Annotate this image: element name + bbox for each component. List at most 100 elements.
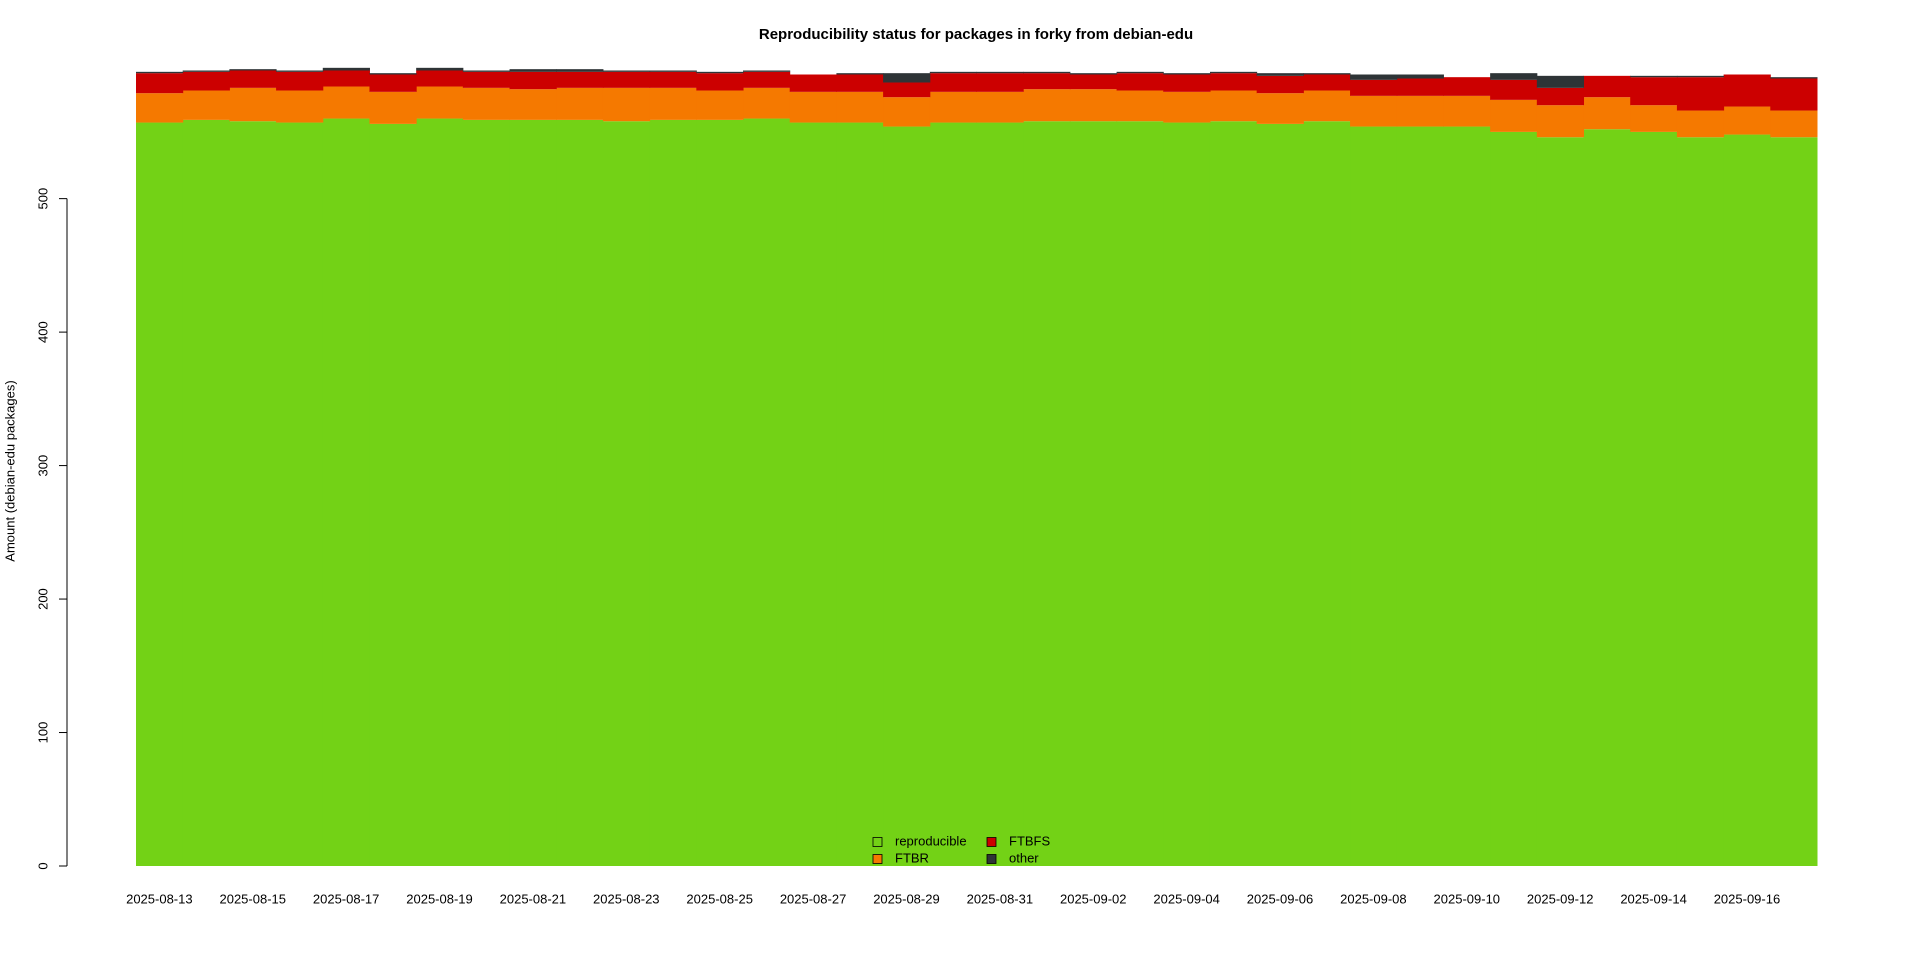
legend-label: FTBFS <box>1009 833 1050 848</box>
bar-segment <box>556 119 604 866</box>
bar-segment <box>416 70 464 87</box>
bar-segment <box>322 118 370 866</box>
bar-segment <box>1583 97 1631 130</box>
bar-segment <box>743 87 791 119</box>
bar-segment <box>602 87 651 122</box>
bar-segment <box>696 90 744 120</box>
x-tick-label: 2025-09-02 <box>1060 891 1127 906</box>
bar-segment <box>1443 77 1491 96</box>
bar-segment <box>462 119 511 866</box>
bar-segment <box>976 122 1024 867</box>
bar-segment <box>649 71 697 88</box>
bar-segment <box>322 70 370 87</box>
bar-segment <box>1303 73 1351 75</box>
bar-segment <box>743 118 791 866</box>
x-tick-label: 2025-08-29 <box>873 891 940 906</box>
bar-segment <box>1490 79 1538 100</box>
bar-segment <box>556 71 604 88</box>
x-tick-label: 2025-09-06 <box>1247 891 1314 906</box>
bar-segment <box>929 71 977 74</box>
bar-segment <box>1023 121 1071 867</box>
bar-segment <box>1116 73 1164 91</box>
bar-segment <box>836 122 884 867</box>
bar-segment <box>322 67 370 71</box>
bar-segment <box>789 91 837 123</box>
bar-segment <box>509 69 557 72</box>
bar-segment <box>1256 75 1304 94</box>
bar-segment <box>1770 77 1818 79</box>
bar-segment <box>1209 90 1258 122</box>
bar-segment <box>602 70 651 72</box>
bar-segment <box>696 73 744 91</box>
bar-segment <box>789 74 837 92</box>
bar-segment <box>1723 106 1771 135</box>
bar-segment <box>369 123 417 866</box>
x-tick-label: 2025-09-14 <box>1620 891 1687 906</box>
y-tick-label: 200 <box>35 588 50 610</box>
bar-segment <box>976 91 1024 123</box>
bar-segment <box>1676 75 1725 78</box>
bar-segment <box>1723 74 1771 107</box>
bar-segment <box>136 122 184 867</box>
bar-segment <box>1583 129 1631 866</box>
bar-segment <box>883 82 931 98</box>
bar-segment <box>1536 137 1585 866</box>
chart-title: Reproducibility status for packages in f… <box>759 26 1193 43</box>
bar-segment <box>1350 79 1398 96</box>
bar-segment <box>649 70 697 72</box>
bar-segment <box>602 71 651 88</box>
x-tick-label: 2025-09-10 <box>1434 891 1501 906</box>
bar-segment <box>416 118 464 866</box>
bar-segment <box>276 70 324 72</box>
bar-segment <box>369 91 417 124</box>
bar-segment <box>1163 73 1211 75</box>
bar-segment <box>1676 137 1725 866</box>
bar-segment <box>1536 75 1585 88</box>
bar-segment <box>182 90 230 120</box>
bar-segment <box>696 71 744 74</box>
bar-segment <box>1443 95 1491 127</box>
bar-segment <box>276 90 324 123</box>
bar-segment <box>1116 121 1164 867</box>
bar-segment <box>462 87 511 120</box>
x-tick-label: 2025-08-15 <box>219 891 286 906</box>
bar-segment <box>836 91 884 123</box>
bar-segment <box>1069 121 1118 867</box>
bar-segment <box>229 70 277 88</box>
bar-segment <box>182 71 230 91</box>
bar-segment <box>1023 89 1071 122</box>
bar-segment <box>322 86 370 119</box>
bar-segment <box>1396 78 1444 96</box>
bar-segment <box>1209 121 1258 867</box>
bar-segment <box>136 73 184 94</box>
bar-segment <box>929 73 977 92</box>
bar-segment <box>509 89 557 120</box>
x-tick-label: 2025-08-31 <box>967 891 1034 906</box>
bar-segment <box>1116 71 1164 74</box>
bar-segment <box>929 122 977 867</box>
bar-segment <box>1256 123 1304 866</box>
bar-segment <box>1676 110 1725 138</box>
bar-segment <box>976 71 1024 74</box>
bar-segment <box>1163 74 1211 92</box>
bar-segment <box>1630 105 1678 132</box>
x-tick-label: 2025-09-12 <box>1527 891 1594 906</box>
bar-segment <box>743 70 791 72</box>
bar-segment <box>1350 126 1398 867</box>
bar-segment <box>1069 74 1118 90</box>
x-tick-label: 2025-08-21 <box>500 891 567 906</box>
bar-segment <box>1490 73 1538 80</box>
bar-segment <box>1676 77 1725 111</box>
bar-segment <box>1630 131 1678 866</box>
bar-segment <box>883 126 931 867</box>
bar-segment <box>369 73 417 75</box>
bar-segment <box>1770 110 1818 138</box>
legend-label: other <box>1009 850 1039 865</box>
x-tick-label: 2025-08-27 <box>780 891 847 906</box>
bar-segment <box>1023 71 1071 74</box>
bar-segment <box>1116 90 1164 122</box>
bar-segment <box>1396 95 1444 127</box>
bar-segment <box>369 74 417 92</box>
bar-segment <box>276 122 324 867</box>
